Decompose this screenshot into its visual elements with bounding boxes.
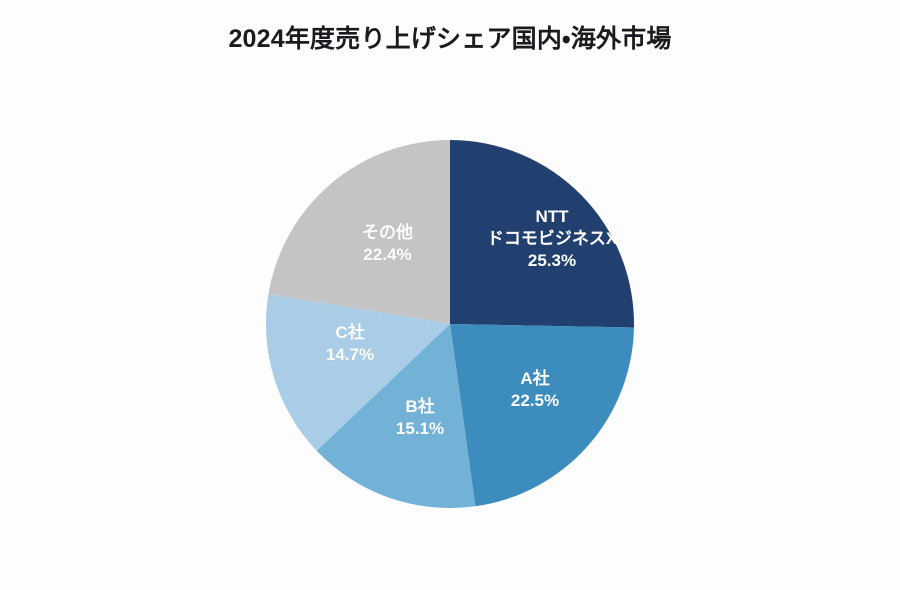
- pie-slice[interactable]: [450, 324, 634, 507]
- pie-slice[interactable]: [450, 140, 634, 328]
- pie-slice-group: [266, 140, 634, 508]
- pie-slice[interactable]: [266, 294, 450, 451]
- pie-slice[interactable]: [316, 324, 476, 508]
- pie-slice[interactable]: [268, 140, 450, 324]
- pie-svg: [266, 140, 634, 508]
- chart-title: 2024年度売り上げシェア国内・海外市場: [228, 25, 672, 53]
- pie-chart-area: [266, 140, 634, 508]
